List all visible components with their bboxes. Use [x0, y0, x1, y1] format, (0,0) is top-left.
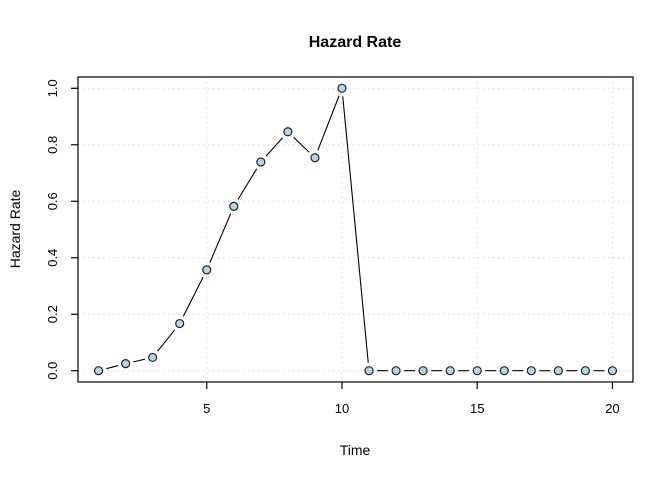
grid-lines [78, 77, 633, 382]
data-point [121, 359, 131, 369]
data-point [526, 366, 536, 376]
data-point [310, 153, 320, 163]
hazard-data-points [93, 83, 618, 376]
data-point [175, 318, 185, 329]
data-point [445, 366, 455, 376]
data-point [418, 366, 428, 376]
series-segment [342, 96, 369, 363]
data-point [499, 366, 509, 376]
axis-ticks-and-labels: 5 10 15 20 0.0 0.2 0.4 0.6 0.8 1.0 [45, 79, 620, 416]
hazard-line-segments [106, 95, 605, 372]
y-tick-label: 0.4 [45, 249, 60, 267]
series-segment [182, 276, 204, 317]
y-axis-label: Hazard Rate [7, 189, 23, 268]
series-segment [106, 365, 119, 370]
y-tick-label: 0.2 [45, 305, 60, 323]
x-axis-label: Time [340, 442, 371, 458]
data-point [472, 366, 482, 376]
series-segment [157, 329, 176, 352]
chart-title: Hazard Rate [309, 34, 402, 51]
plot-box [77, 76, 634, 383]
x-tick-label: 10 [335, 401, 349, 416]
y-tick-label: 0.0 [45, 362, 60, 380]
data-point [337, 83, 347, 93]
y-tick-label: 0.8 [45, 136, 60, 154]
data-point [391, 366, 401, 376]
data-point [202, 265, 212, 275]
x-tick-label: 5 [203, 401, 210, 416]
data-point [229, 201, 239, 211]
y-tick-label: 0.6 [45, 192, 60, 210]
y-tick-label: 1.0 [45, 79, 60, 97]
series-segment [293, 136, 310, 153]
data-point [256, 157, 266, 167]
data-point [607, 366, 618, 376]
series-segment [133, 358, 145, 363]
series-segment [209, 213, 232, 263]
data-point [580, 366, 590, 376]
x-tick-label: 15 [470, 401, 484, 416]
data-point [364, 366, 374, 376]
series-segment [265, 137, 283, 157]
series-segment [317, 95, 340, 151]
series-segment [237, 168, 258, 200]
data-point [148, 352, 158, 363]
data-point [553, 366, 563, 376]
x-tick-label: 20 [605, 401, 619, 416]
data-point [283, 127, 293, 137]
data-point [93, 366, 104, 376]
